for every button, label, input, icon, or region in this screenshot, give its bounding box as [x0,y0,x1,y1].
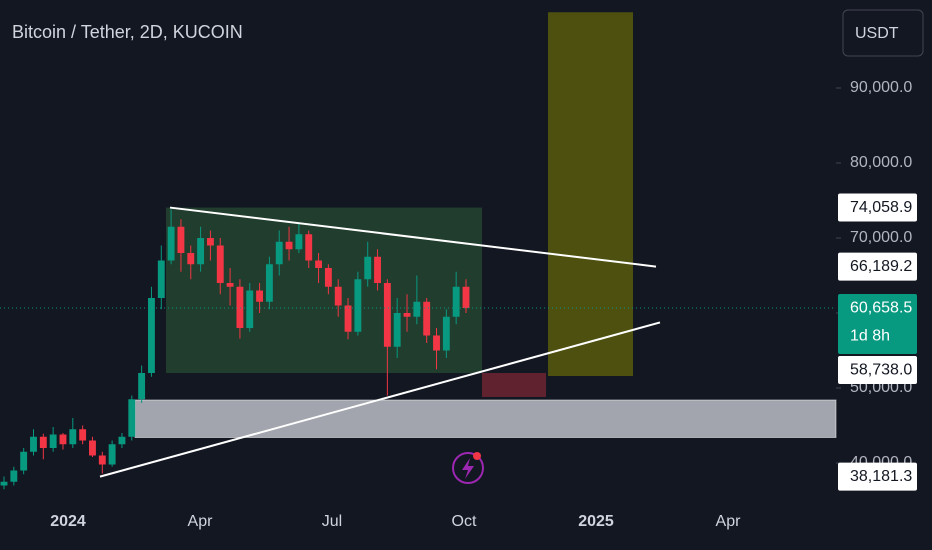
candle-body [413,301,421,317]
candle-body [59,434,67,445]
candle-body [216,245,224,283]
drawing-box [482,372,546,397]
candle-body [138,372,146,400]
candle-body [295,234,303,250]
trendline [169,206,657,268]
drawing-box [548,12,633,376]
candle-body [206,237,214,246]
last-price-box [838,294,917,355]
event-icon-bolt [462,458,474,479]
x-tick-label: 2025 [578,513,614,530]
candle-body [118,436,126,445]
x-tick-label: Apr [188,513,214,530]
candle-body [423,301,431,336]
candle-body [442,316,450,351]
price-label: 58,738.0 [850,361,912,378]
x-tick-label: Jul [322,513,342,530]
candle-body [167,226,175,261]
candle-body [403,312,411,317]
candle-body [256,290,264,302]
candle-body [128,399,136,437]
candle-body [315,260,322,268]
currency-button[interactable] [842,9,924,57]
candle-body [197,237,205,265]
candle-body [354,279,362,332]
candle-body [177,226,185,253]
plot [0,12,837,490]
trendline [99,321,661,478]
price-label-box [838,252,917,281]
candle-body [20,451,28,471]
currency-label[interactable]: USDT [855,25,899,42]
candle-body [374,256,381,283]
candle-body [393,312,401,347]
x-tick-label: 2024 [50,513,86,530]
event-icon [452,452,484,484]
x-tick-label: Oct [452,513,477,530]
candle-body [10,470,18,482]
candle-body [334,286,342,306]
candle-body [187,252,195,265]
candle-body [324,267,332,287]
drawing-box [134,399,837,438]
price-label-box [838,193,917,222]
chart-title: Bitcoin / Tether, 2D, KUCOIN [12,22,243,42]
price-label: 66,189.2 [850,258,912,275]
candle-body [275,241,283,265]
x-tick-label: Apr [716,513,742,530]
event-icon-dot [473,452,481,460]
candle-body [98,455,106,465]
price-label-box [838,462,917,491]
candle-body [108,444,116,465]
candle-body [226,282,234,287]
candle-body [305,234,313,261]
candle-body [383,282,391,347]
y-tick-label: 90,000.0 [850,79,912,96]
candle-body [462,286,470,309]
countdown-label: 1d 8h [850,327,890,344]
candle-body [265,264,273,302]
candle-body [157,260,165,298]
candle-body [285,241,293,250]
candle-body [69,429,77,445]
candle-body [364,256,372,280]
drawing-box [166,207,482,373]
candle-body [0,481,8,486]
price-label-box [838,356,917,385]
price-label: 38,181.3 [850,468,912,485]
y-tick-label: 70,000.0 [850,229,912,246]
candle-body [452,286,460,317]
price-label: 60,658.5 [850,299,912,316]
candle-body [89,440,96,456]
candle-body [30,436,37,452]
candle-body [344,305,352,332]
candle-body [433,335,440,351]
y-tick-label: 80,000.0 [850,154,912,171]
candle-body [79,429,87,441]
candle-body [49,434,57,448]
candle-body [246,290,254,328]
candle-body [236,286,244,328]
candle-body [148,297,155,373]
price-label: 74,058.9 [850,199,912,216]
candle-body [39,436,47,448]
